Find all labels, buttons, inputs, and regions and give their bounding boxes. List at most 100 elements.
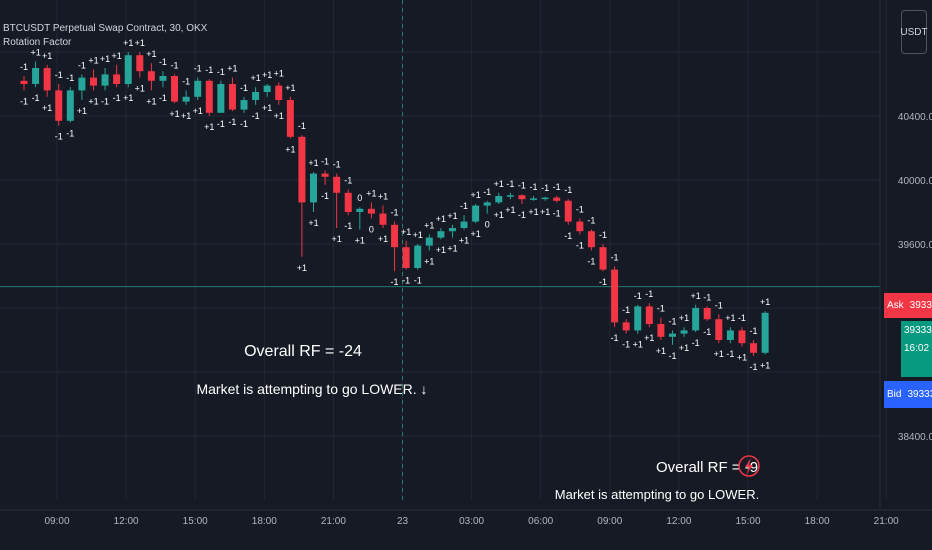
- candle-body: [425, 237, 433, 246]
- currency-button[interactable]: USDT: [900, 10, 928, 54]
- rf-label-high: -1: [217, 67, 225, 77]
- candle-body: [692, 308, 700, 331]
- rf-label-high: -1: [715, 300, 723, 310]
- time-tick-label: 21:00: [321, 516, 346, 527]
- candle-body: [194, 80, 202, 97]
- ask-tag: Ask 39333.9: [884, 293, 932, 318]
- candle-body: [530, 198, 538, 200]
- candle-body: [321, 173, 329, 177]
- candle-body: [147, 71, 155, 81]
- rf-label-low: -1: [576, 240, 584, 250]
- countdown-value: 16:02: [904, 342, 930, 354]
- rf-label-high: +1: [725, 313, 735, 323]
- rf-label-high: -1: [205, 65, 213, 75]
- candle-body: [715, 319, 723, 340]
- candle-body: [668, 333, 676, 337]
- rf-label-high: +1: [262, 70, 272, 80]
- rf-label-low: -1: [240, 119, 248, 129]
- time-axis: 09:00 12:00 15:00 18:00 21:00 23 03:00 06:00 09:…: [0, 509, 932, 527]
- candle-body: [437, 231, 445, 238]
- rf-label-high: +1: [274, 68, 284, 78]
- rf-label-low: +1: [146, 96, 156, 106]
- time-tick-label: 12:00: [666, 516, 691, 527]
- rf-second-sublabel: Market is attempting to go LOWER.: [555, 487, 759, 502]
- rf-label-low: +1: [193, 106, 203, 116]
- candle-body: [159, 76, 167, 81]
- rf-label-low: +1: [470, 229, 480, 239]
- candle-body: [576, 221, 584, 232]
- candle-body: [483, 202, 491, 206]
- rf-label-high: -1: [530, 182, 538, 192]
- rf-label-high: -1: [645, 289, 653, 299]
- candle-body: [564, 200, 572, 222]
- rf-label-low: +1: [169, 109, 179, 119]
- rf-label-high: +1: [285, 83, 295, 93]
- candles: [20, 52, 769, 356]
- rf-label-low: +1: [528, 207, 538, 217]
- candle-body: [495, 196, 503, 203]
- price-tick-label: 40000.0: [898, 176, 932, 187]
- rf-label-high: -1: [506, 179, 514, 189]
- rf-label-low: +1: [714, 349, 724, 359]
- symbol-title[interactable]: BTCUSDT Perpetual Swap Contract, 30, OKX: [3, 23, 208, 34]
- rf-label-low: +1: [308, 218, 318, 228]
- candle-body: [217, 84, 225, 113]
- candle-body: [587, 231, 595, 248]
- rf-label-high: +1: [42, 51, 52, 61]
- rf-label-high: +1: [760, 297, 770, 307]
- rf-label-high: +1: [146, 49, 156, 59]
- rf-label-low: +1: [436, 245, 446, 255]
- price-tick-label: 38400.0: [898, 432, 932, 443]
- indicator-title[interactable]: Rotation Factor: [3, 37, 72, 48]
- candle-body: [310, 173, 317, 203]
- rf-label-high: -1: [587, 216, 595, 226]
- rf-label-high: +1: [378, 192, 388, 202]
- rf-label-low: -1: [252, 111, 260, 121]
- price-tick-label: 39600.0: [898, 240, 932, 251]
- rf-label-high: +1: [250, 73, 260, 83]
- candle-body: [726, 330, 734, 340]
- rf-label-high: +1: [135, 38, 145, 48]
- candle-body: [738, 330, 746, 344]
- rf-label-low: +1: [123, 93, 133, 103]
- price-tick-label: 40400.0: [898, 112, 932, 123]
- candle-body: [20, 80, 28, 84]
- rf-label-high: -1: [20, 62, 28, 72]
- time-tick-label: 09:00: [44, 516, 69, 527]
- rf-label-high: -1: [391, 208, 399, 218]
- rf-label-low: -1: [321, 191, 329, 201]
- rf-label-low: -1: [55, 132, 63, 142]
- price-axis: 40400.0 40000.0 39600.0 38400.0: [879, 0, 932, 510]
- candle-body: [599, 247, 607, 270]
- candle-body: [333, 176, 341, 193]
- bid-tag: Bid 39333.8: [884, 381, 932, 408]
- rf-label-high: -1: [182, 76, 190, 86]
- rf-label-high: -1: [66, 73, 74, 83]
- rf-label-high: -1: [541, 183, 549, 193]
- candle-body: [252, 92, 260, 100]
- rf-label-low: -1: [402, 276, 410, 286]
- rf-label-low: +1: [297, 263, 307, 273]
- candle-body: [113, 74, 121, 84]
- rf-label-high: +1: [691, 291, 701, 301]
- rf-label-high: +1: [366, 188, 376, 198]
- rf-second-label: Overall RF = -9: [656, 459, 758, 476]
- rf-label-low: +1: [505, 205, 515, 215]
- rf-label-low: -1: [217, 119, 225, 129]
- rf-label-high: -1: [78, 60, 86, 70]
- rf-label-high: -1: [622, 305, 630, 315]
- candle-body: [124, 55, 132, 84]
- rf-label-high: +1: [470, 190, 480, 200]
- rf-label-high: -1: [240, 83, 248, 93]
- rf-label-low: +1: [135, 84, 145, 94]
- candle-body: [414, 245, 422, 268]
- bid-label: Bid: [884, 381, 905, 408]
- rf-label-high: +1: [413, 230, 423, 240]
- candle-body: [89, 77, 97, 86]
- rf-label-low: +1: [332, 234, 342, 244]
- ask-label: Ask: [884, 293, 907, 318]
- rf-label-high: +1: [30, 48, 40, 58]
- rf-label-high: -1: [703, 292, 711, 302]
- rf-label-high: -1: [483, 187, 491, 197]
